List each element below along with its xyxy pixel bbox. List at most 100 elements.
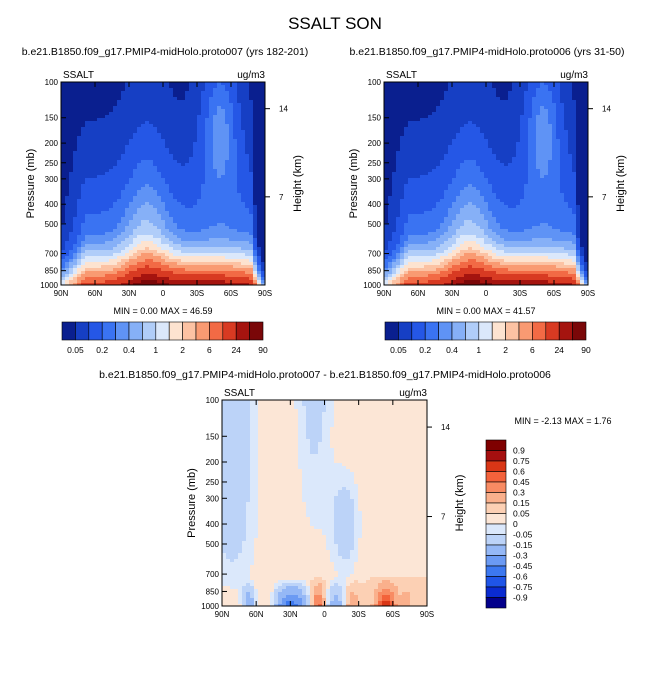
contour-cell (185, 169, 190, 173)
contour-cell (89, 211, 94, 215)
contour-cell (109, 133, 114, 137)
contour-cell (169, 130, 174, 134)
contour-cell (185, 190, 190, 194)
contour-cell (129, 85, 134, 89)
contour-cell (153, 115, 158, 119)
contour-cell (225, 226, 230, 230)
contour-cell (209, 136, 214, 140)
contour-cell (109, 262, 114, 266)
contour-cell (165, 112, 170, 116)
contour-cell (584, 145, 589, 149)
contour-cell (225, 91, 230, 95)
contour-cell (101, 253, 106, 257)
contour-cell (81, 133, 86, 137)
contour-cell (197, 130, 202, 134)
contour-cell (161, 274, 166, 278)
contour-cell (496, 163, 501, 167)
contour-cell (201, 265, 206, 269)
contour-cell (408, 115, 413, 119)
contour-cell (73, 169, 78, 173)
contour-cell (217, 94, 222, 98)
contour-cell (512, 145, 517, 149)
contour-cell (185, 232, 190, 236)
contour-cell (141, 106, 146, 110)
contour-cell (209, 109, 214, 113)
contour-cell (61, 157, 66, 161)
contour-cell (201, 268, 206, 272)
contour-cell (237, 94, 242, 98)
contour-cell (81, 106, 86, 110)
contour-cell (213, 94, 218, 98)
contour-cell (201, 217, 206, 221)
contour-cell (117, 244, 122, 248)
contour-cell (504, 85, 509, 89)
contour-cell (81, 277, 86, 281)
colorbar-box (115, 321, 130, 341)
contour-cell (169, 142, 174, 146)
contour-cell (396, 127, 401, 131)
contour-cell (584, 115, 589, 119)
contour-cell (225, 196, 230, 200)
contour-cell (193, 280, 198, 284)
contour-cell (85, 271, 90, 275)
contour-cell (225, 148, 230, 152)
contour-cell (81, 181, 86, 185)
contour-cell (73, 268, 78, 272)
contour-cell (97, 175, 102, 179)
contour-cell (145, 226, 150, 230)
contour-cell (428, 121, 433, 125)
contour-cell (113, 259, 118, 263)
contour-cell (101, 217, 106, 221)
contour-cell (245, 133, 250, 137)
contour-cell (532, 94, 537, 98)
contour-cell (556, 97, 561, 101)
contour-cell (532, 88, 537, 92)
contour-cell (113, 130, 118, 134)
contour-cell (161, 121, 166, 125)
contour-cell (137, 244, 142, 248)
contour-cell (432, 94, 437, 98)
contour-cell (157, 91, 162, 95)
contour-cell (492, 130, 497, 134)
contour-cell (544, 97, 549, 101)
contour-cell (193, 184, 198, 188)
contour-cell (189, 118, 194, 122)
contour-cell (77, 280, 82, 284)
contour-cell (249, 115, 254, 119)
contour-cell (412, 103, 417, 107)
contour-cell (412, 118, 417, 122)
contour-cell (404, 154, 409, 158)
contour-cell (444, 115, 449, 119)
contour-cell (125, 148, 130, 152)
contour-cell (440, 94, 445, 98)
contour-cell (197, 241, 202, 245)
contour-cell (153, 244, 158, 248)
contour-cell (225, 268, 230, 272)
contour-cell (85, 100, 90, 104)
contour-cell (205, 142, 210, 146)
contour-cell (169, 88, 174, 92)
contour-cell (177, 115, 182, 119)
contour-cell (213, 157, 218, 161)
contour-cell (149, 148, 154, 152)
contour-cell (69, 247, 74, 251)
contour-cell (161, 148, 166, 152)
contour-cell (137, 277, 142, 281)
contour-cell (85, 172, 90, 176)
contour-cell (101, 133, 106, 137)
contour-cell (245, 91, 250, 95)
contour-cell (189, 199, 194, 203)
contour-cell (524, 91, 529, 95)
contour-cell (584, 109, 589, 113)
contour-cell (480, 85, 485, 89)
contour-cell (125, 202, 130, 206)
contour-cell (121, 136, 126, 140)
contour-cell (420, 109, 425, 113)
contour-cell (117, 259, 122, 263)
contour-cell (125, 82, 130, 86)
contour-cell (81, 184, 86, 188)
contour-cell (193, 139, 198, 143)
contour-cell (165, 265, 170, 269)
contour-cell (157, 178, 162, 182)
contour-cell (185, 157, 190, 161)
